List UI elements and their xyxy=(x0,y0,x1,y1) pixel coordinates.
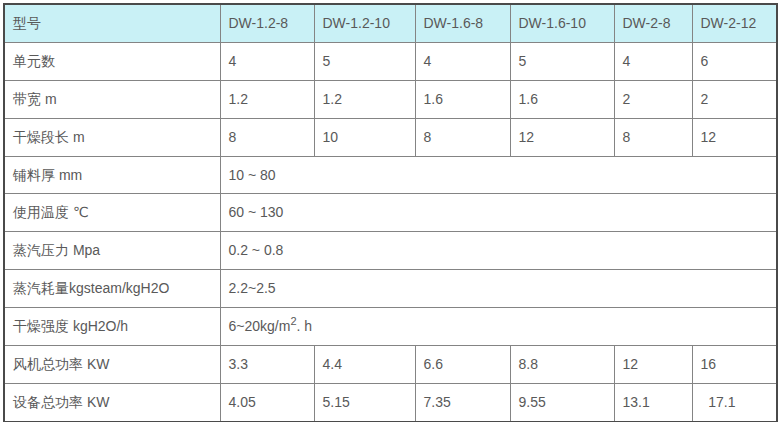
value-cell: 8.8 xyxy=(510,346,614,384)
spec-row-operating-temperature: 使用温度 ℃ 60 ~ 130 xyxy=(4,194,777,232)
spec-row-drying-intensity: 干燥强度 kgH2O/h 6~20kg/m2. h xyxy=(4,308,777,346)
value-cell: 12 xyxy=(510,118,614,156)
column-header-cell: DW-1.6-8 xyxy=(415,4,510,42)
row-label-cell: 设备总功率 KW xyxy=(4,383,220,421)
spec-row-unit-count: 单元数 4 5 4 5 4 6 xyxy=(4,42,777,80)
value-cell: 4 xyxy=(415,42,510,80)
value-cell: 5.15 xyxy=(314,383,415,421)
value-cell: 12 xyxy=(614,346,692,384)
column-header-cell: DW-2-8 xyxy=(614,4,692,42)
spec-row-material-thickness: 铺料厚 mm 10 ~ 80 xyxy=(4,156,777,194)
spec-row-drying-section-length: 干燥段长 m 8 10 8 12 8 12 xyxy=(4,118,777,156)
span-value-cell: 6~20kg/m2. h xyxy=(220,308,777,346)
value-cell: 4.05 xyxy=(220,383,314,421)
row-label-cell: 蒸汽压力 Mpa xyxy=(4,232,220,270)
value-cell: 4 xyxy=(614,42,692,80)
value-cell: 7.35 xyxy=(415,383,510,421)
value-cell: 1.6 xyxy=(510,80,614,118)
span-value-cell: 10 ~ 80 xyxy=(220,156,777,194)
value-cell: 1.2 xyxy=(314,80,415,118)
span-value-cell: 0.2 ~ 0.8 xyxy=(220,232,777,270)
value-cell: 8 xyxy=(220,118,314,156)
value-cell: 5 xyxy=(510,42,614,80)
span-value-cell: 60 ~ 130 xyxy=(220,194,777,232)
spec-row-steam-consumption: 蒸汽耗量kgsteam/kgH2O 2.2~2.5 xyxy=(4,270,777,308)
spec-row-total-fan-power: 风机总功率 KW 3.3 4.4 6.6 8.8 12 16 xyxy=(4,346,777,384)
row-label-cell: 干燥段长 m xyxy=(4,118,220,156)
value-cell: 12 xyxy=(692,118,777,156)
spec-row-steam-pressure: 蒸汽压力 Mpa 0.2 ~ 0.8 xyxy=(4,232,777,270)
value-cell: 8 xyxy=(614,118,692,156)
row-label-cell: 铺料厚 mm xyxy=(4,156,220,194)
row-label-cell: 干燥强度 kgH2O/h xyxy=(4,308,220,346)
value-cell: 3.3 xyxy=(220,346,314,384)
drying-intensity-value-prefix: 6~20kg/m xyxy=(229,318,291,334)
column-header-cell: DW-2-12 xyxy=(692,4,777,42)
value-cell: 13.1 xyxy=(614,383,692,421)
value-cell: 6.6 xyxy=(415,346,510,384)
value-cell: 8 xyxy=(415,118,510,156)
column-header-cell: DW-1.6-10 xyxy=(510,4,614,42)
value-cell: 2 xyxy=(692,80,777,118)
row-label-cell: 风机总功率 KW xyxy=(4,346,220,384)
spec-row-total-equipment-power: 设备总功率 KW 4.05 5.15 7.35 9.55 13.1 17.1 xyxy=(4,383,777,421)
value-cell: 1.2 xyxy=(220,80,314,118)
value-cell: 1.6 xyxy=(415,80,510,118)
row-label-cell: 单元数 xyxy=(4,42,220,80)
value-cell: 6 xyxy=(692,42,777,80)
value-cell: 9.55 xyxy=(510,383,614,421)
column-header-cell: DW-1.2-8 xyxy=(220,4,314,42)
value-cell: 16 xyxy=(692,346,777,384)
value-cell: 2 xyxy=(614,80,692,118)
row-label-cell: 使用温度 ℃ xyxy=(4,194,220,232)
value-cell: 4 xyxy=(220,42,314,80)
drying-intensity-value-suffix: . h xyxy=(297,318,313,334)
spec-table: 型号 DW-1.2-8 DW-1.2-10 DW-1.6-8 DW-1.6-10… xyxy=(3,3,778,422)
spec-row-belt-width: 带宽 m 1.2 1.2 1.6 1.6 2 2 xyxy=(4,80,777,118)
span-value-cell: 2.2~2.5 xyxy=(220,270,777,308)
value-cell: 4.4 xyxy=(314,346,415,384)
value-cell: 17.1 xyxy=(692,383,777,421)
value-cell: 10 xyxy=(314,118,415,156)
page: 型号 DW-1.2-8 DW-1.2-10 DW-1.6-8 DW-1.6-10… xyxy=(0,0,779,422)
row-label-cell: 蒸汽耗量kgsteam/kgH2O xyxy=(4,270,220,308)
column-header-cell: DW-1.2-10 xyxy=(314,4,415,42)
row-label-cell: 带宽 m xyxy=(4,80,220,118)
model-header-cell: 型号 xyxy=(4,4,220,42)
value-cell: 5 xyxy=(314,42,415,80)
header-row: 型号 DW-1.2-8 DW-1.2-10 DW-1.6-8 DW-1.6-10… xyxy=(4,4,777,42)
